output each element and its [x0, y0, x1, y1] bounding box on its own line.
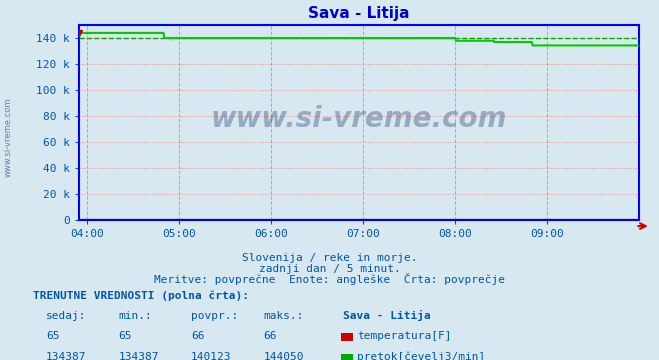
Text: www.si-vreme.com: www.si-vreme.com	[211, 104, 507, 132]
Text: temperatura[F]: temperatura[F]	[357, 332, 451, 342]
Text: Meritve: povprečne  Enote: angleške  Črta: povprečje: Meritve: povprečne Enote: angleške Črta:…	[154, 273, 505, 285]
Text: 144050: 144050	[264, 352, 304, 360]
Text: TRENUTNE VREDNOSTI (polna črta):: TRENUTNE VREDNOSTI (polna črta):	[33, 290, 249, 301]
Text: 66: 66	[264, 332, 277, 342]
Text: 134387: 134387	[119, 352, 159, 360]
Text: 66: 66	[191, 332, 204, 342]
Text: 140123: 140123	[191, 352, 231, 360]
Text: Slovenija / reke in morje.: Slovenija / reke in morje.	[242, 253, 417, 263]
Text: sedaj:: sedaj:	[46, 311, 86, 321]
Text: www.si-vreme.com: www.si-vreme.com	[3, 97, 13, 176]
Title: Sava - Litija: Sava - Litija	[308, 6, 410, 21]
Text: min.:: min.:	[119, 311, 152, 321]
Text: pretok[čevelj3/min]: pretok[čevelj3/min]	[357, 352, 486, 360]
Text: 65: 65	[119, 332, 132, 342]
Text: Sava - Litija: Sava - Litija	[343, 310, 430, 321]
Text: 65: 65	[46, 332, 59, 342]
Text: 134387: 134387	[46, 352, 86, 360]
Text: zadnji dan / 5 minut.: zadnji dan / 5 minut.	[258, 264, 401, 274]
Text: maks.:: maks.:	[264, 311, 304, 321]
Text: povpr.:: povpr.:	[191, 311, 239, 321]
